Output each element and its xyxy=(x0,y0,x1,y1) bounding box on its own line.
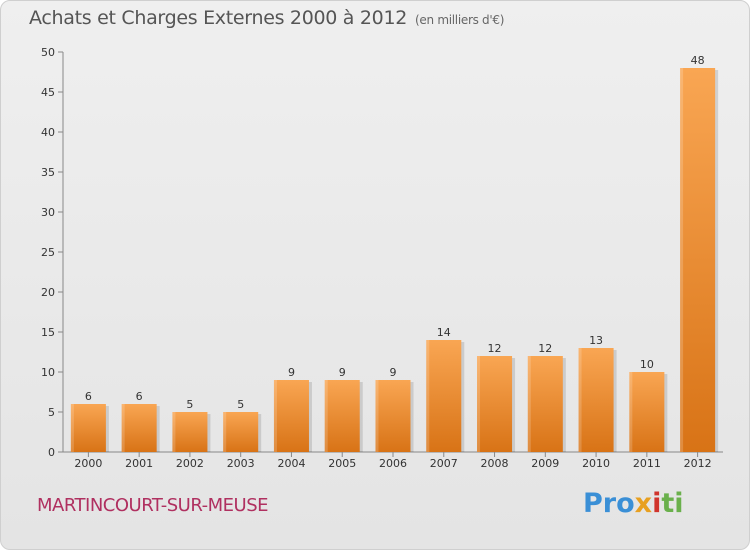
bar-2004 xyxy=(273,380,309,452)
y-tick-label: 15 xyxy=(41,326,55,339)
data-label-2007: 14 xyxy=(437,326,451,339)
y-tick-label: 30 xyxy=(41,206,55,219)
logo-part-1: Pro xyxy=(583,488,635,519)
bar-2012 xyxy=(680,68,716,452)
data-label-2009: 12 xyxy=(538,342,552,355)
x-tick-label-2009: 2009 xyxy=(531,457,559,470)
x-tick-label-2007: 2007 xyxy=(430,457,458,470)
data-label-2005: 9 xyxy=(339,366,346,379)
bar-highlight xyxy=(223,412,227,452)
proxiti-logo: Proxiti xyxy=(583,488,684,519)
x-tick-label-2011: 2011 xyxy=(633,457,661,470)
bar-2008 xyxy=(477,356,513,452)
bar-2007 xyxy=(426,340,462,452)
logo-part-2: x xyxy=(634,488,653,519)
data-label-2008: 12 xyxy=(488,342,502,355)
bar-highlight xyxy=(629,372,633,452)
x-tick-label-2000: 2000 xyxy=(74,457,102,470)
data-label-2012: 48 xyxy=(691,54,705,67)
bar-2005 xyxy=(324,380,360,452)
data-label-2006: 9 xyxy=(390,366,397,379)
x-tick-label-2004: 2004 xyxy=(277,457,305,470)
chart-title-text: Achats et Charges Externes 2000 à 2012 xyxy=(29,7,408,29)
data-label-2010: 13 xyxy=(589,334,603,347)
x-tick-label-2008: 2008 xyxy=(481,457,509,470)
data-label-2001: 6 xyxy=(136,390,143,403)
logo-part-3: i xyxy=(652,488,662,519)
y-tick-label: 25 xyxy=(41,246,55,259)
x-tick-label-2012: 2012 xyxy=(684,457,712,470)
chart-subtitle: (en milliers d'€) xyxy=(415,13,505,27)
logo-part-4: ti xyxy=(661,488,684,519)
bar-highlight xyxy=(680,68,684,452)
bar-highlight xyxy=(527,356,531,452)
bar-2011 xyxy=(629,372,665,452)
bar-highlight xyxy=(121,404,125,452)
x-tick-label-2003: 2003 xyxy=(227,457,255,470)
y-tick-label: 35 xyxy=(41,166,55,179)
chart-labels: 6 2000 6 2001 5 2002 5 2003 9 2004 9 2005 9 2006 14 200… xyxy=(74,54,711,470)
chart-bars xyxy=(70,68,719,452)
y-tick-label: 5 xyxy=(48,406,55,419)
bar-highlight xyxy=(477,356,481,452)
x-tick-label-2006: 2006 xyxy=(379,457,407,470)
bar-2000 xyxy=(70,404,106,452)
x-tick-label-2001: 2001 xyxy=(125,457,153,470)
chart-title: Achats et Charges Externes 2000 à 2012 (e… xyxy=(29,7,504,29)
y-tick-label: 0 xyxy=(48,446,55,459)
bar-2001 xyxy=(121,404,157,452)
y-tick-label: 20 xyxy=(41,286,55,299)
x-tick-label-2005: 2005 xyxy=(328,457,356,470)
bar-2003 xyxy=(223,412,259,452)
y-tick-label: 10 xyxy=(41,366,55,379)
bar-highlight xyxy=(70,404,74,452)
bar-2010 xyxy=(578,348,614,452)
bar-highlight xyxy=(172,412,176,452)
data-label-2003: 5 xyxy=(237,398,244,411)
bar-2009 xyxy=(527,356,563,452)
bar-2006 xyxy=(375,380,411,452)
bar-highlight xyxy=(578,348,582,452)
y-tick-label: 40 xyxy=(41,126,55,139)
y-tick-label: 45 xyxy=(41,86,55,99)
bar-highlight xyxy=(324,380,328,452)
y-tick-label: 50 xyxy=(41,46,55,59)
data-label-2011: 10 xyxy=(640,358,654,371)
bar-highlight xyxy=(273,380,277,452)
commune-name: MARTINCOURT-SUR-MEUSE xyxy=(37,495,269,516)
data-label-2004: 9 xyxy=(288,366,295,379)
bar-highlight xyxy=(375,380,379,452)
data-label-2000: 6 xyxy=(85,390,92,403)
x-tick-label-2010: 2010 xyxy=(582,457,610,470)
data-label-2002: 5 xyxy=(186,398,193,411)
bar-2002 xyxy=(172,412,208,452)
bar-highlight xyxy=(426,340,430,452)
x-tick-label-2002: 2002 xyxy=(176,457,204,470)
